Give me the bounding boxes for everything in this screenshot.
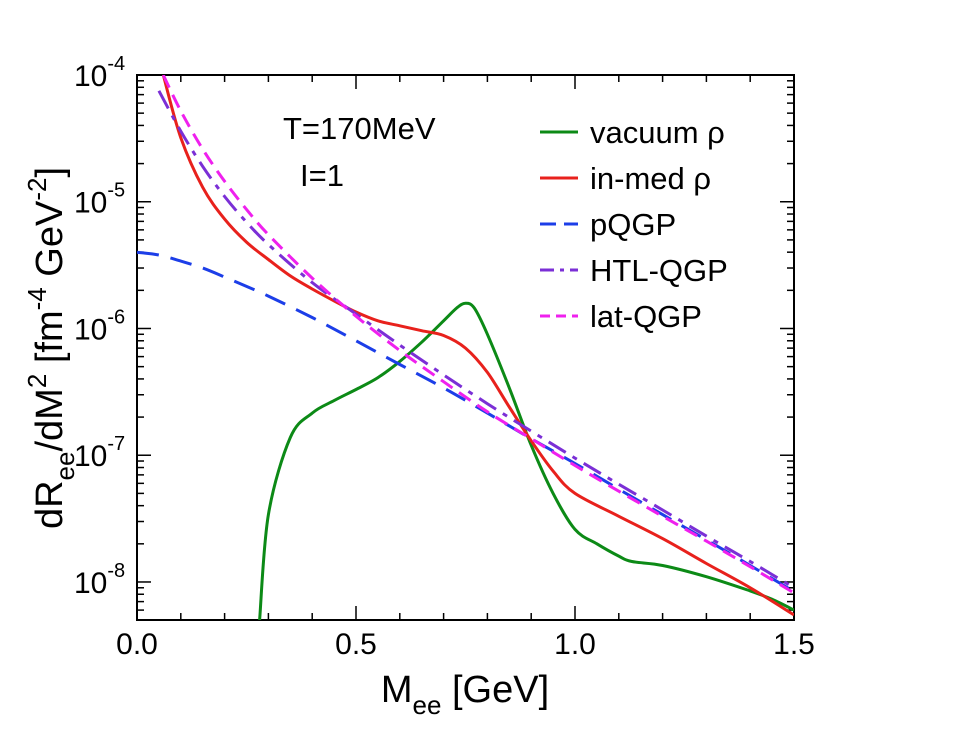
- legend: vacuum ρ in-med ρ pQGP HTL-QGP lat-QGP: [540, 115, 728, 334]
- legend-label-2: pQGP: [590, 207, 676, 242]
- legend-label-1: in-med ρ: [590, 161, 711, 196]
- y-axis-title: dRee/dM2 [fm-4 GeV-2]: [22, 167, 80, 529]
- x-axis-title: Mee [GeV]: [381, 669, 549, 720]
- legend-label-3: HTL-QGP: [590, 253, 728, 288]
- x-tick-label: 0.0: [116, 628, 158, 661]
- curves: [137, 75, 794, 620]
- x-tick-label: 0.5: [335, 628, 377, 661]
- y-tick-label: 10-5: [74, 180, 125, 220]
- tick-labels: 0.0 0.5 1.0 1.5 10-8 10-7 10-6 10-5 10-4: [74, 53, 815, 661]
- x-tick-label: 1.5: [773, 628, 815, 661]
- y-tick-label: 10-8: [74, 560, 125, 600]
- series-line-3: [157, 90, 794, 590]
- series-line-1: [161, 75, 794, 617]
- annotation-temperature: T=170MeV: [283, 111, 436, 146]
- annotation-isospin: I=1: [300, 158, 344, 193]
- x-tick-label: 1.0: [554, 628, 596, 661]
- series-line-0: [258, 301, 794, 620]
- series-line-4: [161, 75, 794, 595]
- y-tick-label: 10-7: [74, 433, 125, 473]
- legend-label-4: lat-QGP: [590, 299, 702, 334]
- y-tick-label: 10-4: [74, 53, 125, 93]
- legend-label-0: vacuum ρ: [590, 115, 725, 150]
- y-tick-label: 10-6: [74, 306, 125, 346]
- series-line-2: [137, 250, 794, 593]
